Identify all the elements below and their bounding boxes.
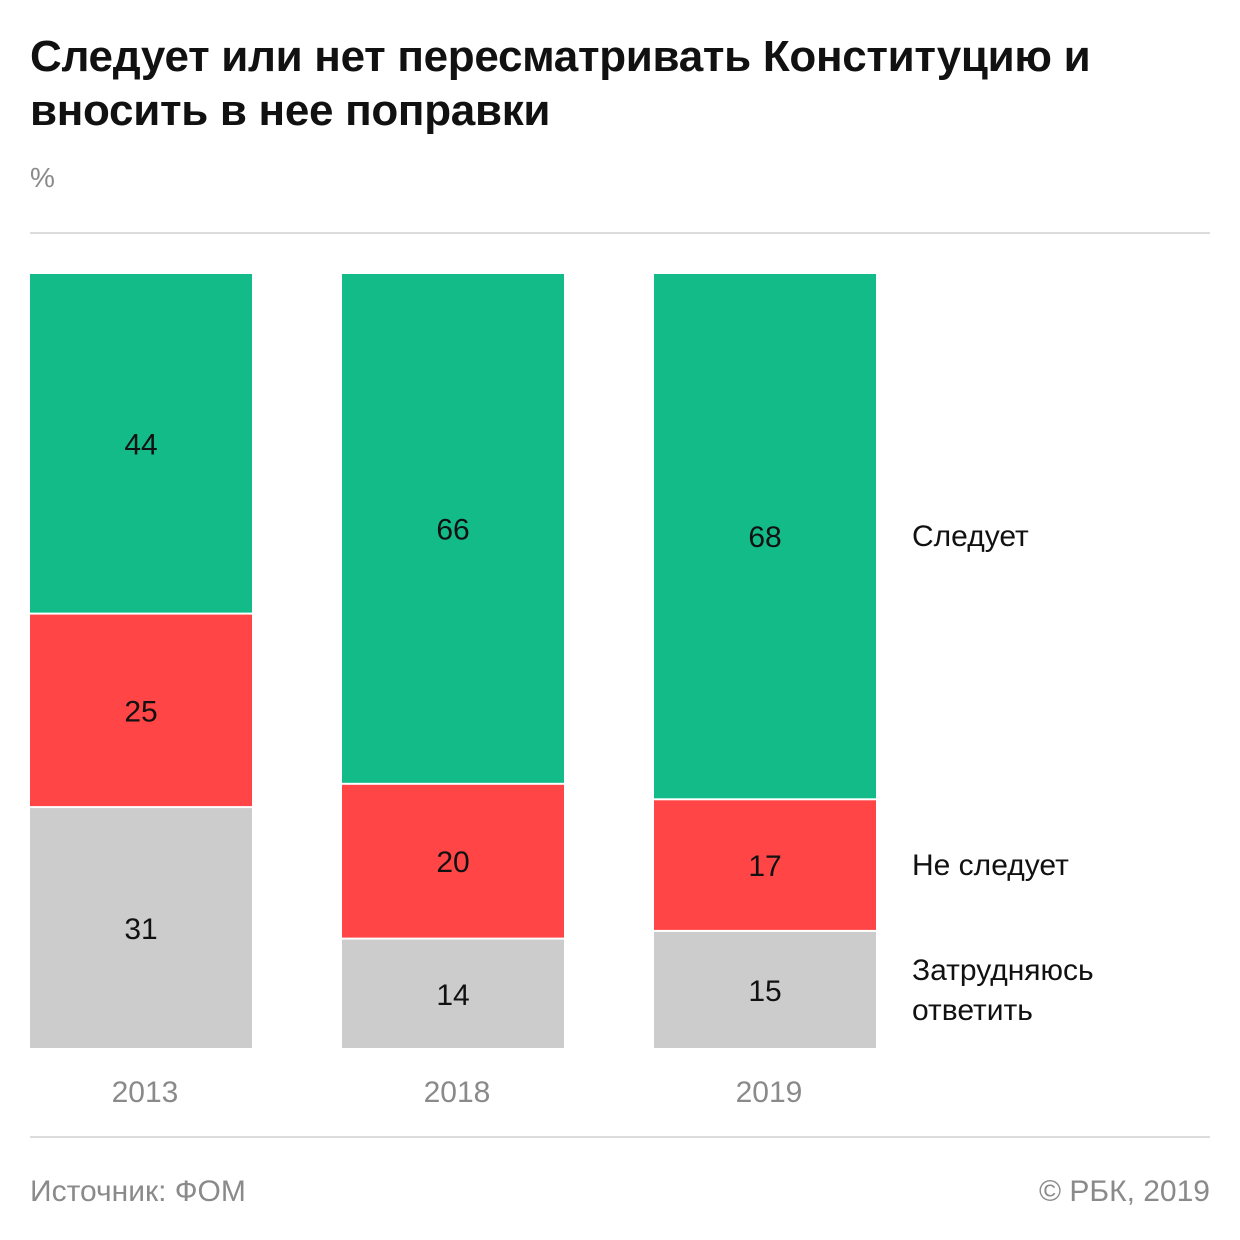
value-label-2018-series-2: 20 [436, 846, 469, 879]
legend-label-series-3: Затрудняюсь ответить [912, 954, 1094, 1027]
value-label-2013-series-1: 44 [124, 428, 157, 461]
value-label-2019-series-3: 15 [748, 975, 781, 1008]
value-label-2013-series-2: 25 [124, 695, 157, 728]
bar-2018-series-2 [342, 784, 564, 938]
value-label-2013-series-3: 31 [124, 913, 157, 946]
bottom-divider [30, 1136, 1210, 1138]
legend-label-series-2: Не следует [912, 849, 1069, 882]
source-note: Источник: ФОМ [30, 1175, 246, 1208]
bar-2018-series-1 [342, 274, 564, 783]
bar-2019-series-2 [654, 800, 876, 930]
x-tick-label-2013: 2013 [112, 1076, 179, 1109]
bar-2019-series-1 [654, 274, 876, 799]
bar-2019-series-3 [654, 931, 876, 1048]
value-label-2019-series-1: 68 [748, 521, 781, 554]
value-label-2018-series-1: 66 [436, 513, 469, 546]
copyright-note: © РБК, 2019 [1038, 1175, 1210, 1208]
legend-label-series-1: Следует [912, 520, 1029, 553]
x-tick-label-2018: 2018 [424, 1076, 491, 1109]
top-divider [30, 232, 1210, 234]
bar-2013-series-1 [30, 274, 252, 613]
bar-2013-series-3 [30, 808, 252, 1048]
bar-2013-series-2 [30, 614, 252, 807]
unit-label: % [30, 162, 55, 193]
bar-2018-series-3 [342, 939, 564, 1048]
value-label-2019-series-2: 17 [748, 850, 781, 883]
value-label-2018-series-3: 14 [436, 979, 469, 1012]
chart-title: Следует или нет пересматривать Конституц… [30, 32, 1091, 135]
x-tick-label-2019: 2019 [736, 1076, 803, 1109]
